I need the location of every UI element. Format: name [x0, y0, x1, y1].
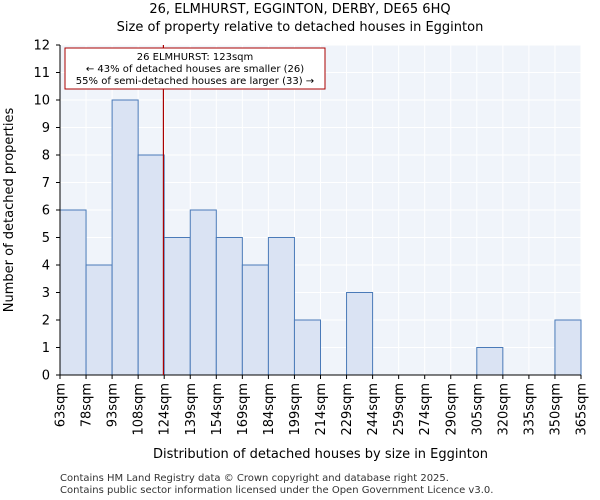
- bar: [111, 99, 139, 376]
- bar: [137, 154, 165, 376]
- x-tick-label: 244sqm: [366, 383, 381, 436]
- bar: [267, 237, 295, 376]
- y-axis-label: Number of detached properties: [2, 108, 17, 313]
- y-tick-label: 2: [42, 314, 50, 329]
- x-tick-label: 199sqm: [288, 383, 303, 436]
- x-tick-label: 214sqm: [314, 383, 329, 436]
- y-tick-label: 0: [42, 369, 50, 384]
- bar: [293, 319, 322, 376]
- bar: [476, 347, 504, 376]
- x-tick-label: 350sqm: [548, 383, 563, 436]
- bar: [554, 319, 582, 376]
- footer-licence: Contains public sector information licen…: [60, 485, 494, 496]
- y-tick-label: 1: [42, 341, 50, 356]
- bar: [241, 264, 269, 376]
- y-tick-label: 7: [42, 176, 50, 191]
- y-tick-label: 10: [33, 94, 50, 109]
- bar: [85, 264, 113, 376]
- x-tick-label: 305sqm: [470, 383, 485, 436]
- x-tick-label: 290sqm: [444, 383, 459, 436]
- x-tick-label: 335sqm: [522, 383, 537, 436]
- y-tick-label: 9: [42, 121, 50, 136]
- bar: [215, 237, 243, 376]
- bar: [346, 292, 374, 376]
- x-tick-label: 274sqm: [418, 383, 433, 436]
- x-tick-label: 259sqm: [392, 383, 407, 436]
- x-tick-label: 93sqm: [106, 383, 121, 427]
- annotation-box: [64, 47, 326, 90]
- y-tick-label: 4: [42, 259, 50, 274]
- chart-title: 26, ELMHURST, EGGINTON, DERBY, DE65 6HQ: [149, 2, 451, 17]
- y-tick-label: 5: [42, 231, 50, 246]
- bar: [163, 237, 191, 376]
- y-tick-label: 8: [42, 149, 50, 164]
- x-tick-label: 78sqm: [80, 383, 95, 427]
- x-tick-label: 154sqm: [210, 383, 225, 436]
- x-tick-label: 124sqm: [158, 383, 173, 436]
- x-tick-label: 63sqm: [54, 383, 69, 427]
- x-tick-label: 139sqm: [184, 383, 199, 436]
- y-tick-label: 11: [33, 66, 50, 81]
- x-tick-label: 184sqm: [262, 383, 277, 436]
- annotation-line-3: 55% of semi-detached houses are larger (…: [76, 76, 314, 87]
- annotation-line-2: ← 43% of detached houses are smaller (26…: [86, 64, 304, 75]
- x-tick-label: 320sqm: [496, 383, 511, 436]
- y-tick-label: 3: [42, 286, 50, 301]
- annotation-line-1: 26 ELMHURST: 123sqm: [137, 52, 254, 63]
- y-tick-label: 6: [42, 204, 50, 219]
- x-axis-label: Distribution of detached houses by size …: [153, 447, 488, 462]
- footer-copyright: Contains HM Land Registry data © Crown c…: [60, 473, 449, 484]
- bar: [189, 209, 217, 376]
- chart-subtitle: Size of property relative to detached ho…: [116, 20, 484, 35]
- y-tick-label: 12: [33, 39, 50, 54]
- x-tick-label: 108sqm: [132, 383, 147, 436]
- x-tick-label: 169sqm: [236, 383, 251, 436]
- x-tick-label: 365sqm: [575, 383, 590, 436]
- x-tick-label: 229sqm: [340, 383, 355, 436]
- bar: [59, 209, 87, 376]
